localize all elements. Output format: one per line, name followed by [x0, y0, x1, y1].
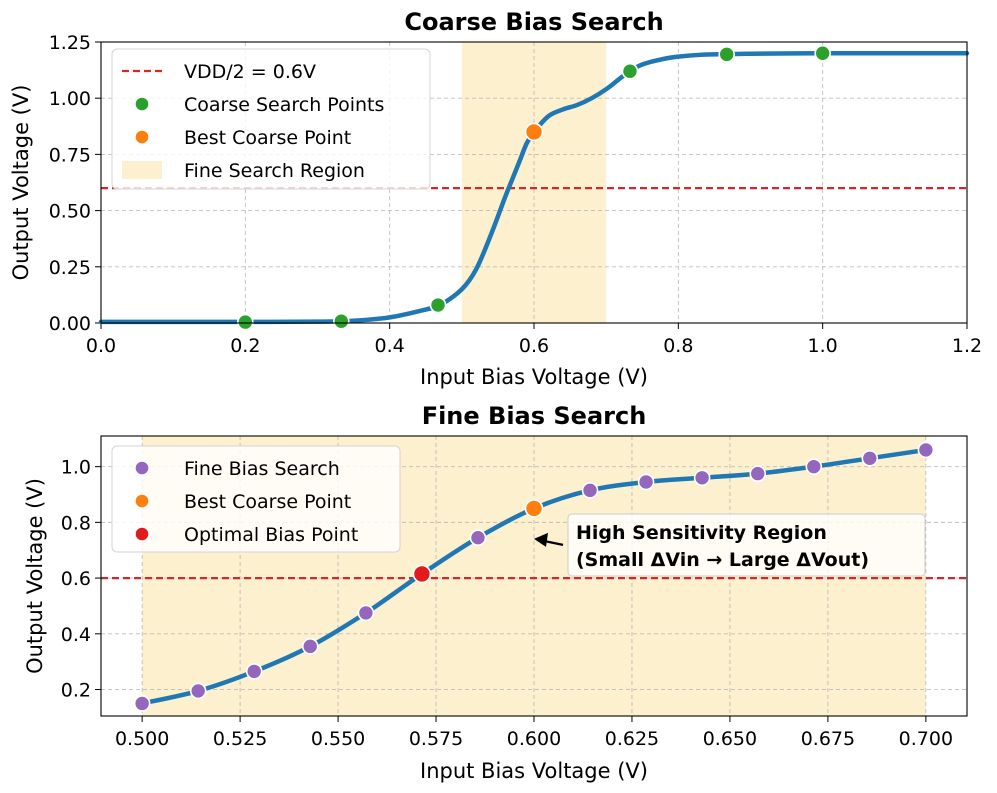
x-tick-label: 0.675	[801, 728, 855, 750]
data-point	[245, 663, 263, 680]
legend-label: Best Coarse Point	[184, 491, 351, 513]
annotation-line-1: High Sensitivity Region	[576, 522, 827, 544]
annotation-line-2: (Small ΔVin → Large ΔVout)	[576, 549, 869, 571]
legend-label: VDD/2 = 0.6V	[184, 61, 316, 83]
data-point	[814, 44, 831, 62]
x-tick-label: 0.575	[409, 728, 463, 750]
data-point	[637, 473, 655, 491]
data-point	[133, 695, 151, 712]
legend-box	[111, 445, 401, 553]
data-point	[805, 458, 823, 475]
y-tick-label: 0.25	[49, 257, 91, 279]
y-tick-label: 0.50	[49, 201, 91, 223]
legend-marker-swatch	[134, 460, 150, 476]
chart-title: Coarse Bias Search	[404, 8, 663, 36]
chart-panel-2: 0.500 0.525 0.550 0.575 0.600 0.625 0.650 0.675…	[23, 402, 968, 783]
x-tick-label: 0.625	[605, 728, 659, 750]
y-tick-label: 0.6	[61, 568, 91, 590]
x-tick-label: 0.525	[213, 728, 267, 750]
data-point	[469, 529, 487, 546]
legend-marker-swatch	[134, 493, 150, 509]
data-point	[718, 46, 735, 63]
data-point	[301, 638, 319, 655]
y-axis-label: Output Voltage (V)	[23, 478, 47, 674]
legend-box	[111, 48, 431, 190]
x-tick-label: 1.0	[808, 335, 838, 357]
legend-label: Best Coarse Point	[184, 127, 351, 149]
annotation-arrow-shaft	[545, 540, 564, 546]
chart-title: Fine Bias Search	[422, 402, 647, 430]
x-axis-label: Input Bias Voltage (V)	[420, 365, 648, 389]
x-tick-label: 0.600	[507, 728, 561, 750]
x-tick-label: 0.6	[519, 335, 549, 357]
x-tick-label: 0.550	[311, 728, 365, 750]
data-point	[917, 441, 935, 459]
data-point	[429, 296, 447, 314]
y-tick-label: 1.00	[49, 88, 91, 110]
data-point	[524, 122, 544, 142]
data-point	[621, 62, 639, 80]
data-point	[749, 465, 767, 482]
data-point	[357, 604, 375, 622]
x-axis-label: Input Bias Voltage (V)	[420, 759, 648, 783]
legend-marker-swatch	[134, 96, 150, 112]
legend-label: Coarse Search Points	[184, 94, 384, 116]
x-tick-label: 0.700	[899, 728, 953, 750]
legend-label: Fine Search Region	[184, 160, 365, 182]
annotation-box	[567, 513, 926, 577]
data-point	[189, 682, 207, 700]
x-tick-label: 0.0	[86, 335, 116, 357]
y-tick-label: 0.2	[61, 680, 91, 702]
x-tick-label: 0.500	[115, 728, 169, 750]
data-point	[861, 449, 879, 467]
x-tick-label: 0.4	[375, 335, 405, 357]
y-tick-label: 0.00	[49, 313, 91, 335]
response-curve	[98, 50, 970, 325]
data-point	[333, 312, 350, 330]
y-tick-label: 1.0	[61, 457, 91, 479]
data-point	[237, 313, 254, 331]
legend-label: Fine Bias Search	[184, 458, 340, 480]
annotation-arrow-head	[534, 532, 548, 547]
y-tick-label: 1.25	[49, 32, 91, 54]
y-tick-label: 0.75	[49, 144, 91, 166]
x-tick-label: 0.650	[703, 728, 757, 750]
data-point	[412, 564, 432, 584]
x-tick-label: 1.2	[952, 335, 982, 357]
chart-panel-1: 0.0 0.2 0.4 0.6 0.8 1.0 1.2 0.00 0.25 0.50 0.75 1.0…	[9, 8, 982, 389]
legend-marker-swatch	[134, 526, 150, 542]
x-tick-label: 0.2	[230, 335, 260, 357]
legend-marker-swatch	[134, 129, 150, 145]
x-tick-label: 0.8	[663, 335, 693, 357]
y-tick-label: 0.8	[61, 512, 91, 534]
axes-frame	[100, 435, 968, 717]
data-point	[693, 469, 711, 487]
legend-label: Optimal Bias Point	[184, 524, 358, 546]
data-point	[581, 482, 599, 499]
y-axis-label: Output Voltage (V)	[9, 85, 33, 281]
data-point	[524, 499, 544, 518]
legend-patch-swatch	[122, 161, 162, 179]
axes-frame	[100, 41, 968, 324]
y-tick-label: 0.4	[61, 624, 91, 646]
